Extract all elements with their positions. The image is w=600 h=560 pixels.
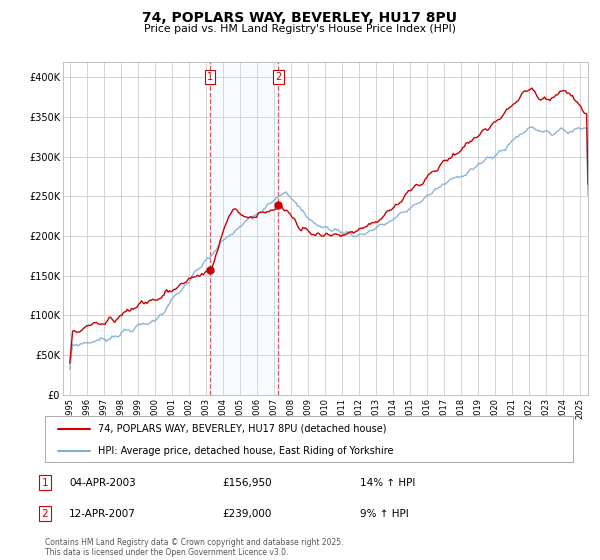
Text: 04-APR-2003: 04-APR-2003 bbox=[69, 478, 136, 488]
Text: 1: 1 bbox=[207, 72, 214, 82]
Text: 14% ↑ HPI: 14% ↑ HPI bbox=[360, 478, 415, 488]
Text: 2: 2 bbox=[275, 72, 281, 82]
Text: 74, POPLARS WAY, BEVERLEY, HU17 8PU: 74, POPLARS WAY, BEVERLEY, HU17 8PU bbox=[143, 11, 458, 25]
Text: 2: 2 bbox=[41, 508, 49, 519]
Text: 1: 1 bbox=[41, 478, 49, 488]
Text: 9% ↑ HPI: 9% ↑ HPI bbox=[360, 508, 409, 519]
Text: Contains HM Land Registry data © Crown copyright and database right 2025.
This d: Contains HM Land Registry data © Crown c… bbox=[45, 538, 343, 557]
Bar bbox=[211, 62, 278, 395]
Text: £239,000: £239,000 bbox=[222, 508, 271, 519]
Text: 74, POPLARS WAY, BEVERLEY, HU17 8PU (detached house): 74, POPLARS WAY, BEVERLEY, HU17 8PU (det… bbox=[98, 424, 386, 434]
Text: Price paid vs. HM Land Registry's House Price Index (HPI): Price paid vs. HM Land Registry's House … bbox=[144, 24, 456, 34]
Text: 12-APR-2007: 12-APR-2007 bbox=[69, 508, 136, 519]
Text: £156,950: £156,950 bbox=[222, 478, 272, 488]
Text: HPI: Average price, detached house, East Riding of Yorkshire: HPI: Average price, detached house, East… bbox=[98, 446, 394, 455]
